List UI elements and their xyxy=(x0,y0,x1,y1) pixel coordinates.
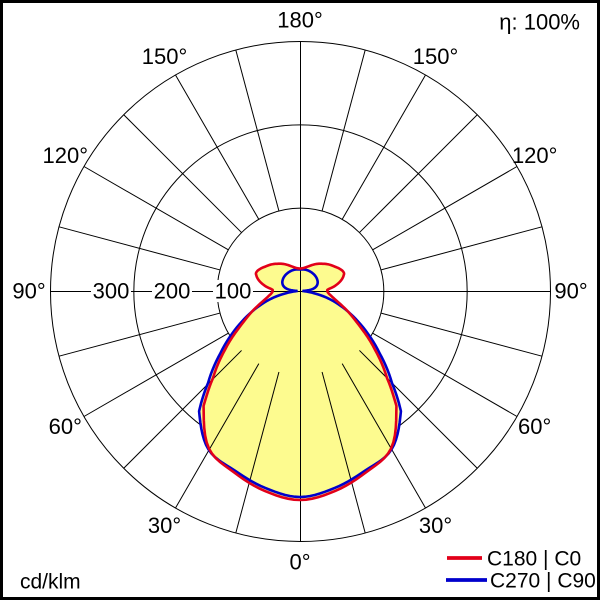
svg-text:60°: 60° xyxy=(518,414,551,439)
svg-text:200: 200 xyxy=(154,279,191,304)
svg-text:100: 100 xyxy=(215,279,252,304)
svg-text:60°: 60° xyxy=(49,414,82,439)
svg-text:30°: 30° xyxy=(148,513,181,538)
svg-text:300: 300 xyxy=(93,279,130,304)
svg-text:150°: 150° xyxy=(142,44,188,69)
svg-text:150°: 150° xyxy=(413,44,459,69)
svg-text:0°: 0° xyxy=(289,550,310,575)
svg-text:C180 | C0: C180 | C0 xyxy=(487,548,581,571)
svg-text:90°: 90° xyxy=(12,279,45,304)
svg-text:cd/klm: cd/klm xyxy=(20,571,81,594)
svg-text:180°: 180° xyxy=(277,8,323,33)
svg-text:C270 | C90: C270 | C90 xyxy=(490,570,596,593)
svg-text:90°: 90° xyxy=(554,279,587,304)
svg-text:120°: 120° xyxy=(512,143,558,168)
svg-text:120°: 120° xyxy=(43,143,89,168)
svg-text:30°: 30° xyxy=(419,513,452,538)
svg-text:η: 100%: η: 100% xyxy=(499,10,580,35)
